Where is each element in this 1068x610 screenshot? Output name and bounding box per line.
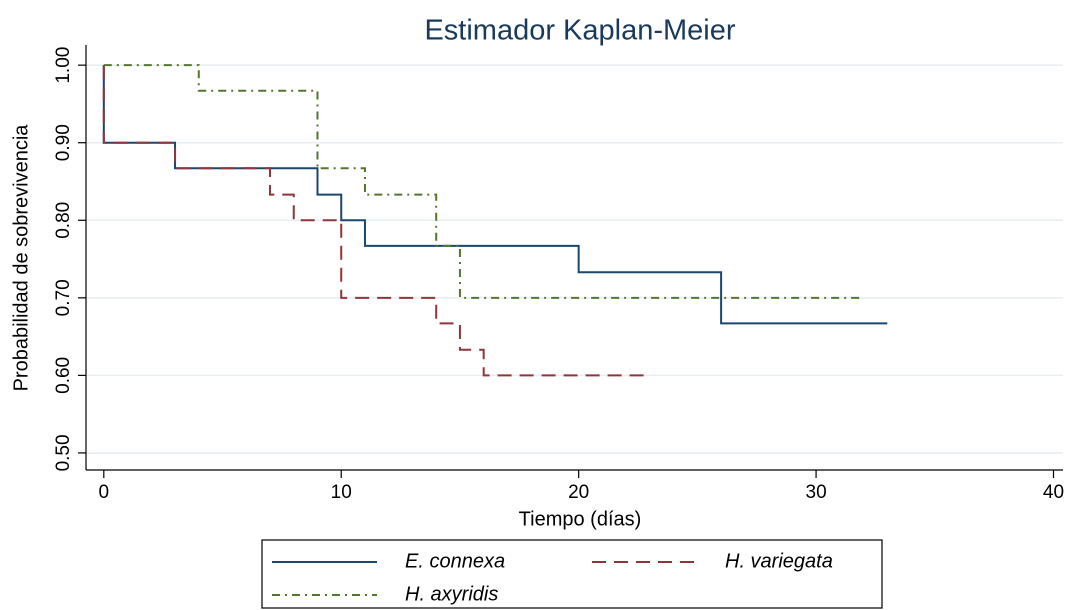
survival-line — [102, 65, 646, 377]
x-tick-label: 0 — [99, 482, 110, 503]
y-tick-label: 0.80 — [53, 202, 74, 239]
y-tick-label: 0.70 — [53, 279, 74, 316]
legend-label: H. variegata — [725, 550, 833, 572]
legend-box — [261, 539, 883, 609]
y-axis-title: Probabilidad de sobrevivencia — [10, 124, 32, 392]
y-tick-label: 0.60 — [53, 357, 74, 394]
y-tick-label: 0.50 — [53, 434, 74, 471]
survival-line — [102, 65, 888, 325]
y-tick-label: 0.90 — [53, 124, 74, 161]
x-tick-label: 20 — [568, 482, 589, 503]
x-tick-label: 30 — [806, 482, 827, 503]
legend: E. connexa H. variegata H. axyridis — [261, 539, 883, 609]
x-tick-label: 10 — [331, 482, 352, 503]
legend-label: E. connexa — [405, 550, 505, 572]
chart-title: Estimador Kaplan-Meier — [424, 15, 735, 47]
legend-label: H. axyridis — [405, 583, 498, 605]
x-tick-label: 40 — [1043, 482, 1064, 503]
x-axis-title: Tiempo (días) — [519, 508, 642, 530]
survival-line — [103, 64, 864, 299]
y-tick-label: 1.00 — [53, 47, 74, 84]
